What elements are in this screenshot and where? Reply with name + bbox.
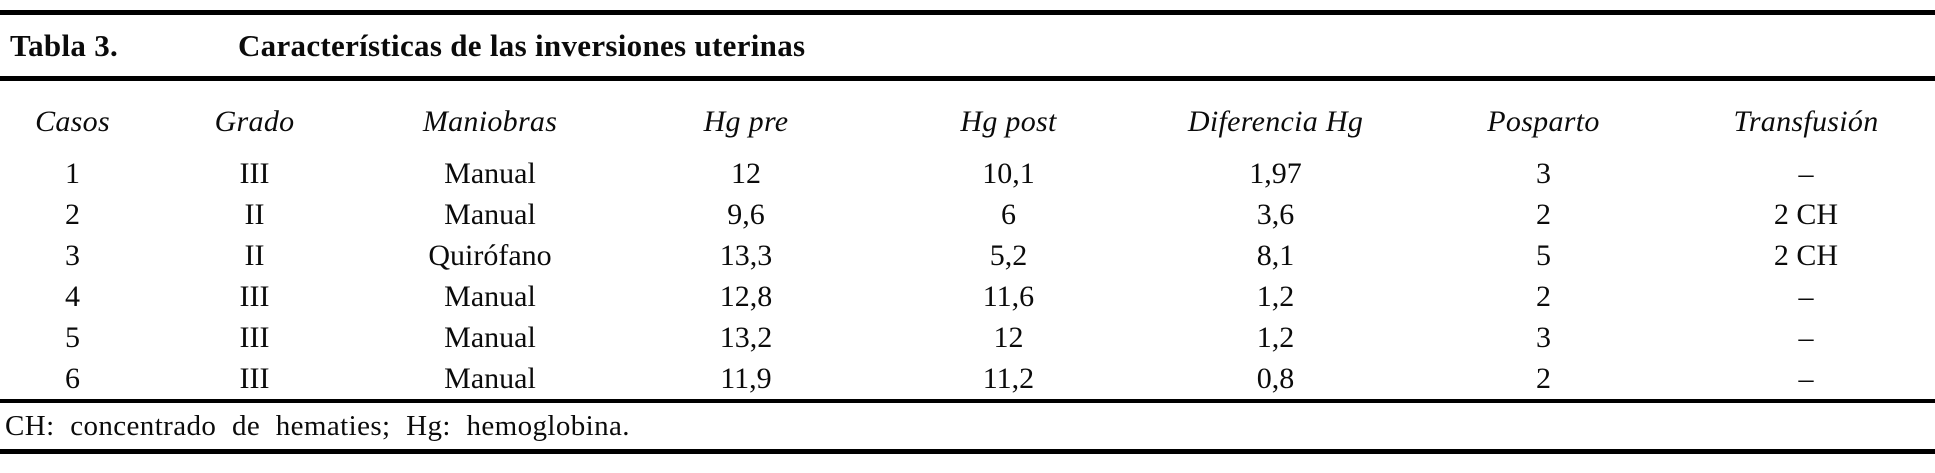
cell-transfusion: – (1798, 361, 1814, 395)
cell-casos: 6 (65, 361, 80, 395)
table-title: Características de las inversiones uteri… (238, 27, 806, 63)
cell-maniobras: Manual (444, 156, 536, 190)
cell-grado: III (239, 279, 270, 313)
table-row: 3 II Quirófano 13,3 5,2 8,1 5 2 CH (0, 235, 1935, 276)
cell-casos: 1 (65, 156, 80, 190)
table-header: Casos Grado Maniobras Hg pre Hg post Dif… (0, 81, 1935, 153)
cell-maniobras: Manual (444, 320, 536, 354)
data-table: Casos Grado Maniobras Hg pre Hg post Dif… (0, 81, 1935, 399)
table-row: 6 III Manual 11,9 11,2 0,8 2 – (0, 358, 1935, 399)
cell-transfusion: – (1798, 320, 1814, 354)
cell-hg-pre: 12 (731, 156, 761, 190)
column-header-casos: Casos (35, 105, 110, 138)
cell-grado: III (239, 361, 270, 395)
top-margin (0, 0, 1935, 10)
cell-posparto: 2 (1536, 361, 1551, 395)
cell-hg-pre: 12,8 (719, 279, 773, 313)
cell-diferencia-hg: 1,97 (1249, 156, 1302, 190)
cell-posparto: 3 (1536, 156, 1551, 190)
top-rule (0, 10, 1935, 15)
cell-grado: II (244, 197, 265, 231)
cell-hg-post: 12 (993, 320, 1024, 354)
table-row: 1 III Manual 12 10,1 1,97 3 – (0, 153, 1935, 194)
cell-diferencia-hg: 8,1 (1256, 238, 1295, 272)
header-row: Casos Grado Maniobras Hg pre Hg post Dif… (0, 81, 1935, 153)
column-header-maniobras: Maniobras (422, 105, 558, 138)
cell-hg-post: 11,2 (982, 361, 1035, 395)
cell-transfusion: 2 CH (1773, 197, 1839, 231)
table-footnote: CH: concentrado de hematies; Hg: hemoglo… (5, 409, 630, 442)
cell-hg-pre: 13,2 (719, 320, 773, 354)
cell-posparto: 2 (1536, 197, 1551, 231)
column-header-diferencia-hg: Diferencia Hg (1187, 105, 1364, 138)
cell-hg-post: 5,2 (989, 238, 1028, 272)
cell-posparto: 3 (1536, 320, 1551, 354)
cell-hg-post: 6 (1001, 197, 1016, 231)
caption-rule (0, 76, 1935, 81)
cell-casos: 3 (65, 238, 80, 272)
cell-hg-pre: 11,9 (720, 361, 772, 395)
column-header-transfusion: Transfusión (1733, 105, 1879, 138)
cell-hg-pre: 13,3 (719, 238, 773, 272)
cell-grado: III (239, 320, 270, 354)
cell-maniobras: Quirófano (428, 238, 552, 272)
cell-maniobras: Manual (444, 197, 536, 231)
table-row: 4 III Manual 12,8 11,6 1,2 2 – (0, 276, 1935, 317)
column-header-grado: Grado (214, 105, 295, 138)
cell-maniobras: Manual (444, 361, 536, 395)
cell-hg-post: 10,1 (982, 156, 1035, 190)
table-row: 2 II Manual 9,6 6 3,6 2 2 CH (0, 194, 1935, 235)
table-caption: Tabla 3. Características de las inversio… (0, 15, 1935, 76)
cell-maniobras: Manual (444, 279, 536, 313)
table-body: 1 III Manual 12 10,1 1,97 3 – 2 II Manua… (0, 153, 1935, 399)
cell-diferencia-hg: 0,8 (1256, 361, 1295, 395)
cell-hg-pre: 9,6 (727, 197, 765, 231)
cell-grado: III (239, 156, 270, 190)
cell-posparto: 5 (1536, 238, 1551, 272)
bottom-rule (0, 449, 1935, 454)
cell-hg-post: 11,6 (982, 279, 1035, 313)
cell-diferencia-hg: 1,2 (1256, 320, 1295, 354)
table-row: 5 III Manual 13,2 12 1,2 3 – (0, 317, 1935, 358)
cell-casos: 4 (65, 279, 80, 313)
cell-diferencia-hg: 3,6 (1256, 197, 1295, 231)
table-label: Tabla 3. (10, 27, 119, 63)
column-header-posparto: Posparto (1487, 105, 1600, 138)
cell-grado: II (244, 238, 265, 272)
footnote-rule (0, 399, 1935, 403)
cell-posparto: 2 (1536, 279, 1551, 313)
column-header-hg-post: Hg post (960, 105, 1057, 138)
cell-transfusion: – (1798, 156, 1814, 190)
cell-transfusion: 2 CH (1773, 238, 1839, 272)
column-header-hg-pre: Hg pre (703, 105, 789, 138)
cell-casos: 5 (65, 320, 80, 354)
cell-casos: 2 (65, 197, 80, 231)
cell-transfusion: – (1798, 279, 1814, 313)
cell-diferencia-hg: 1,2 (1256, 279, 1295, 313)
